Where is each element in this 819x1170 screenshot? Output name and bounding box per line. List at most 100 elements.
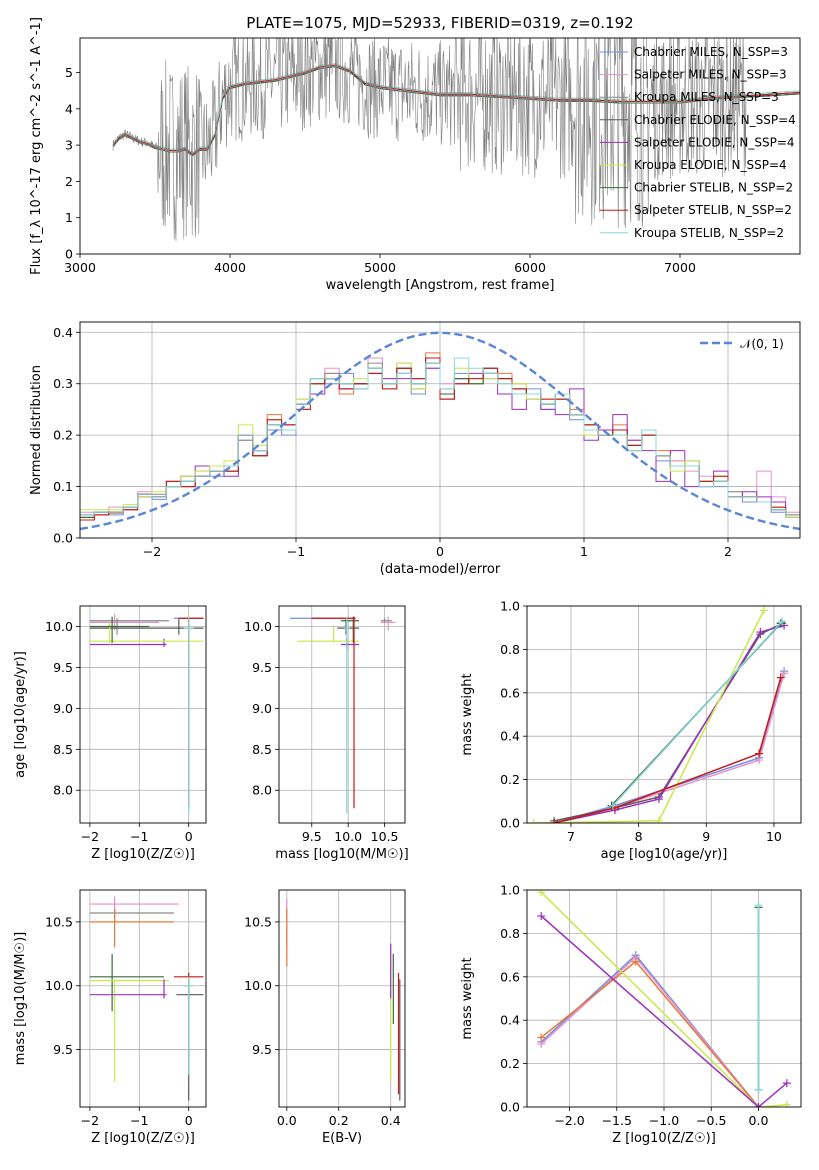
- legend-label: Kroupa ELODIE, N_SSP=4: [634, 158, 787, 172]
- y-tick-label: 0.0: [53, 531, 73, 546]
- data-point: [754, 1103, 763, 1107]
- axes-frame: [79, 889, 207, 1108]
- x-tick-label: −1: [130, 1113, 148, 1128]
- panel-residuals: −2 −1 0 1 2 0.0 0.1 0.2 0.3 0.4 (data-model)/error…: [29, 321, 801, 577]
- axes-frame: [278, 889, 406, 1108]
- weight-line: [533, 609, 765, 823]
- x-tick-label: −1: [287, 544, 305, 559]
- plot-area: [286, 898, 401, 1101]
- y-tick-label: 0.2: [500, 1056, 520, 1071]
- x-axis-label: Z [log10(Z/Z☉)]: [91, 1131, 195, 1146]
- x-tick-label: 0: [436, 544, 444, 559]
- y-tick-label: 10.5: [45, 914, 73, 929]
- data-point: [550, 819, 559, 823]
- x-axis-label: Z [log10(Z/Z☉)]: [612, 1131, 716, 1146]
- y-tick-label: 8.0: [252, 783, 272, 798]
- weight-line: [540, 915, 788, 1107]
- panel-spectrum: 3000 4000 5000 6000 7000 0 1 2 3 4 5 wavelength [An…: [29, 17, 801, 293]
- data-point: [631, 957, 640, 966]
- weight-line: [540, 891, 787, 1107]
- weight-line: [540, 960, 760, 1107]
- data-point: [537, 912, 546, 921]
- x-axis-label: wavelength [Angstrom, rest frame]: [326, 278, 555, 293]
- legend-label: Salpeter STELIB, N_SSP=2: [634, 203, 792, 217]
- y-tick-label: 10.5: [244, 914, 272, 929]
- y-tick-label: 0.4: [500, 729, 520, 744]
- y-axis-label: mass weight: [460, 957, 475, 1039]
- y-tick-label: 0.2: [500, 772, 520, 787]
- x-tick-label: 0.0: [749, 1113, 769, 1128]
- x-tick-label: 5000: [364, 260, 396, 275]
- y-tick-label: 8.0: [53, 783, 73, 798]
- y-tick-label: 10.0: [45, 978, 73, 993]
- legend-label: Kroupa MILES, N_SSP=3: [634, 90, 779, 104]
- data-point: [759, 606, 768, 615]
- x-tick-label: 1: [580, 544, 588, 559]
- x-tick-label: 10.0: [334, 829, 362, 844]
- y-tick-label: 1: [65, 210, 73, 225]
- data-point: [778, 617, 787, 626]
- y-axis-label: mass [log10(M/M☉)]: [13, 932, 28, 1065]
- y-tick-label: 10.0: [244, 978, 272, 993]
- data-point: [608, 801, 617, 810]
- data-point: [782, 1100, 791, 1107]
- panel-weight-vs-Z: −2.0 −1.5 −1.0 −0.5 0.0 0.0 0.2 0.4 0.6 0.8 1.0 Z […: [460, 883, 802, 1146]
- y-axis-label: age [log10(age/yr)]: [13, 651, 28, 778]
- x-axis-label: Z [log10(Z/Z☉)]: [91, 847, 195, 862]
- y-tick-label: 10.0: [244, 619, 272, 634]
- x-tick-label: 0: [185, 1113, 193, 1128]
- axes-frame: [79, 321, 801, 539]
- y-tick-label: 9.0: [252, 701, 272, 716]
- data-point: [654, 795, 663, 804]
- y-tick-label: 0.0: [500, 816, 520, 831]
- x-tick-label: 3000: [64, 260, 96, 275]
- plot-area: [289, 616, 396, 814]
- data-point: [756, 628, 765, 637]
- x-tick-label: 7000: [664, 260, 696, 275]
- panel-weight-vs-age: 7 8 9 10 0.0 0.2 0.4 0.6 0.8 1.0 age [log10(age/yr…: [460, 599, 802, 862]
- y-tick-label: 0.4: [500, 1013, 520, 1028]
- axes-frame: [526, 889, 802, 1108]
- weight-line: [553, 677, 782, 823]
- y-axis-label: Flux [f_λ 10^-17 erg cm^-2 s^-1 A^-1]: [29, 17, 44, 275]
- y-axis-label: Normed distribution: [29, 365, 44, 495]
- y-tick-label: 0.8: [500, 926, 520, 941]
- data-point: [529, 819, 538, 823]
- model-line: [112, 63, 800, 154]
- y-tick-label: 5: [65, 65, 73, 80]
- y-tick-label: 9.5: [53, 660, 73, 675]
- x-axis-label: (data-model)/error: [380, 562, 501, 577]
- data-point: [537, 890, 546, 897]
- plot-area: [537, 890, 791, 1107]
- y-tick-label: 8.5: [53, 742, 73, 757]
- legend-label: Kroupa STELIB, N_SSP=2: [634, 226, 784, 240]
- weight-line: [540, 956, 760, 1107]
- y-tick-label: 0.0: [500, 1100, 520, 1115]
- x-tick-label: 6000: [514, 260, 546, 275]
- x-tick-label: 0.0: [277, 1113, 297, 1128]
- model-line: [112, 64, 800, 155]
- histogram-step: [80, 357, 800, 538]
- axes-frame: [526, 605, 802, 824]
- data-point: [537, 1033, 546, 1042]
- y-tick-label: 1.0: [500, 883, 520, 898]
- x-axis-label: E(B-V): [322, 1131, 362, 1146]
- x-tick-label: −0.5: [696, 1113, 726, 1128]
- y-tick-label: 0.2: [53, 428, 73, 443]
- y-tick-label: 1.0: [500, 599, 520, 614]
- panel-mass-vs-Z: −2 −1 0 9.5 10.0 10.5 Z [log10(Z/Z☉)] mass [log…: [13, 889, 207, 1146]
- legend-label: Chabrier STELIB, N_SSP=2: [634, 181, 793, 195]
- y-tick-label: 8.5: [252, 742, 272, 757]
- y-tick-label: 9.5: [252, 660, 272, 675]
- y-tick-label: 9.5: [252, 1042, 272, 1057]
- model-line: [112, 66, 800, 157]
- x-axis-label: age [log10(age/yr)]: [601, 847, 728, 862]
- observed-spectrum: [112, 38, 747, 242]
- x-tick-label: −1.5: [602, 1113, 632, 1128]
- y-axis-label: mass weight: [460, 673, 475, 755]
- legend-label: Chabrier MILES, N_SSP=3: [634, 45, 788, 59]
- y-tick-label: 0: [65, 247, 73, 262]
- axes-frame: [79, 37, 801, 255]
